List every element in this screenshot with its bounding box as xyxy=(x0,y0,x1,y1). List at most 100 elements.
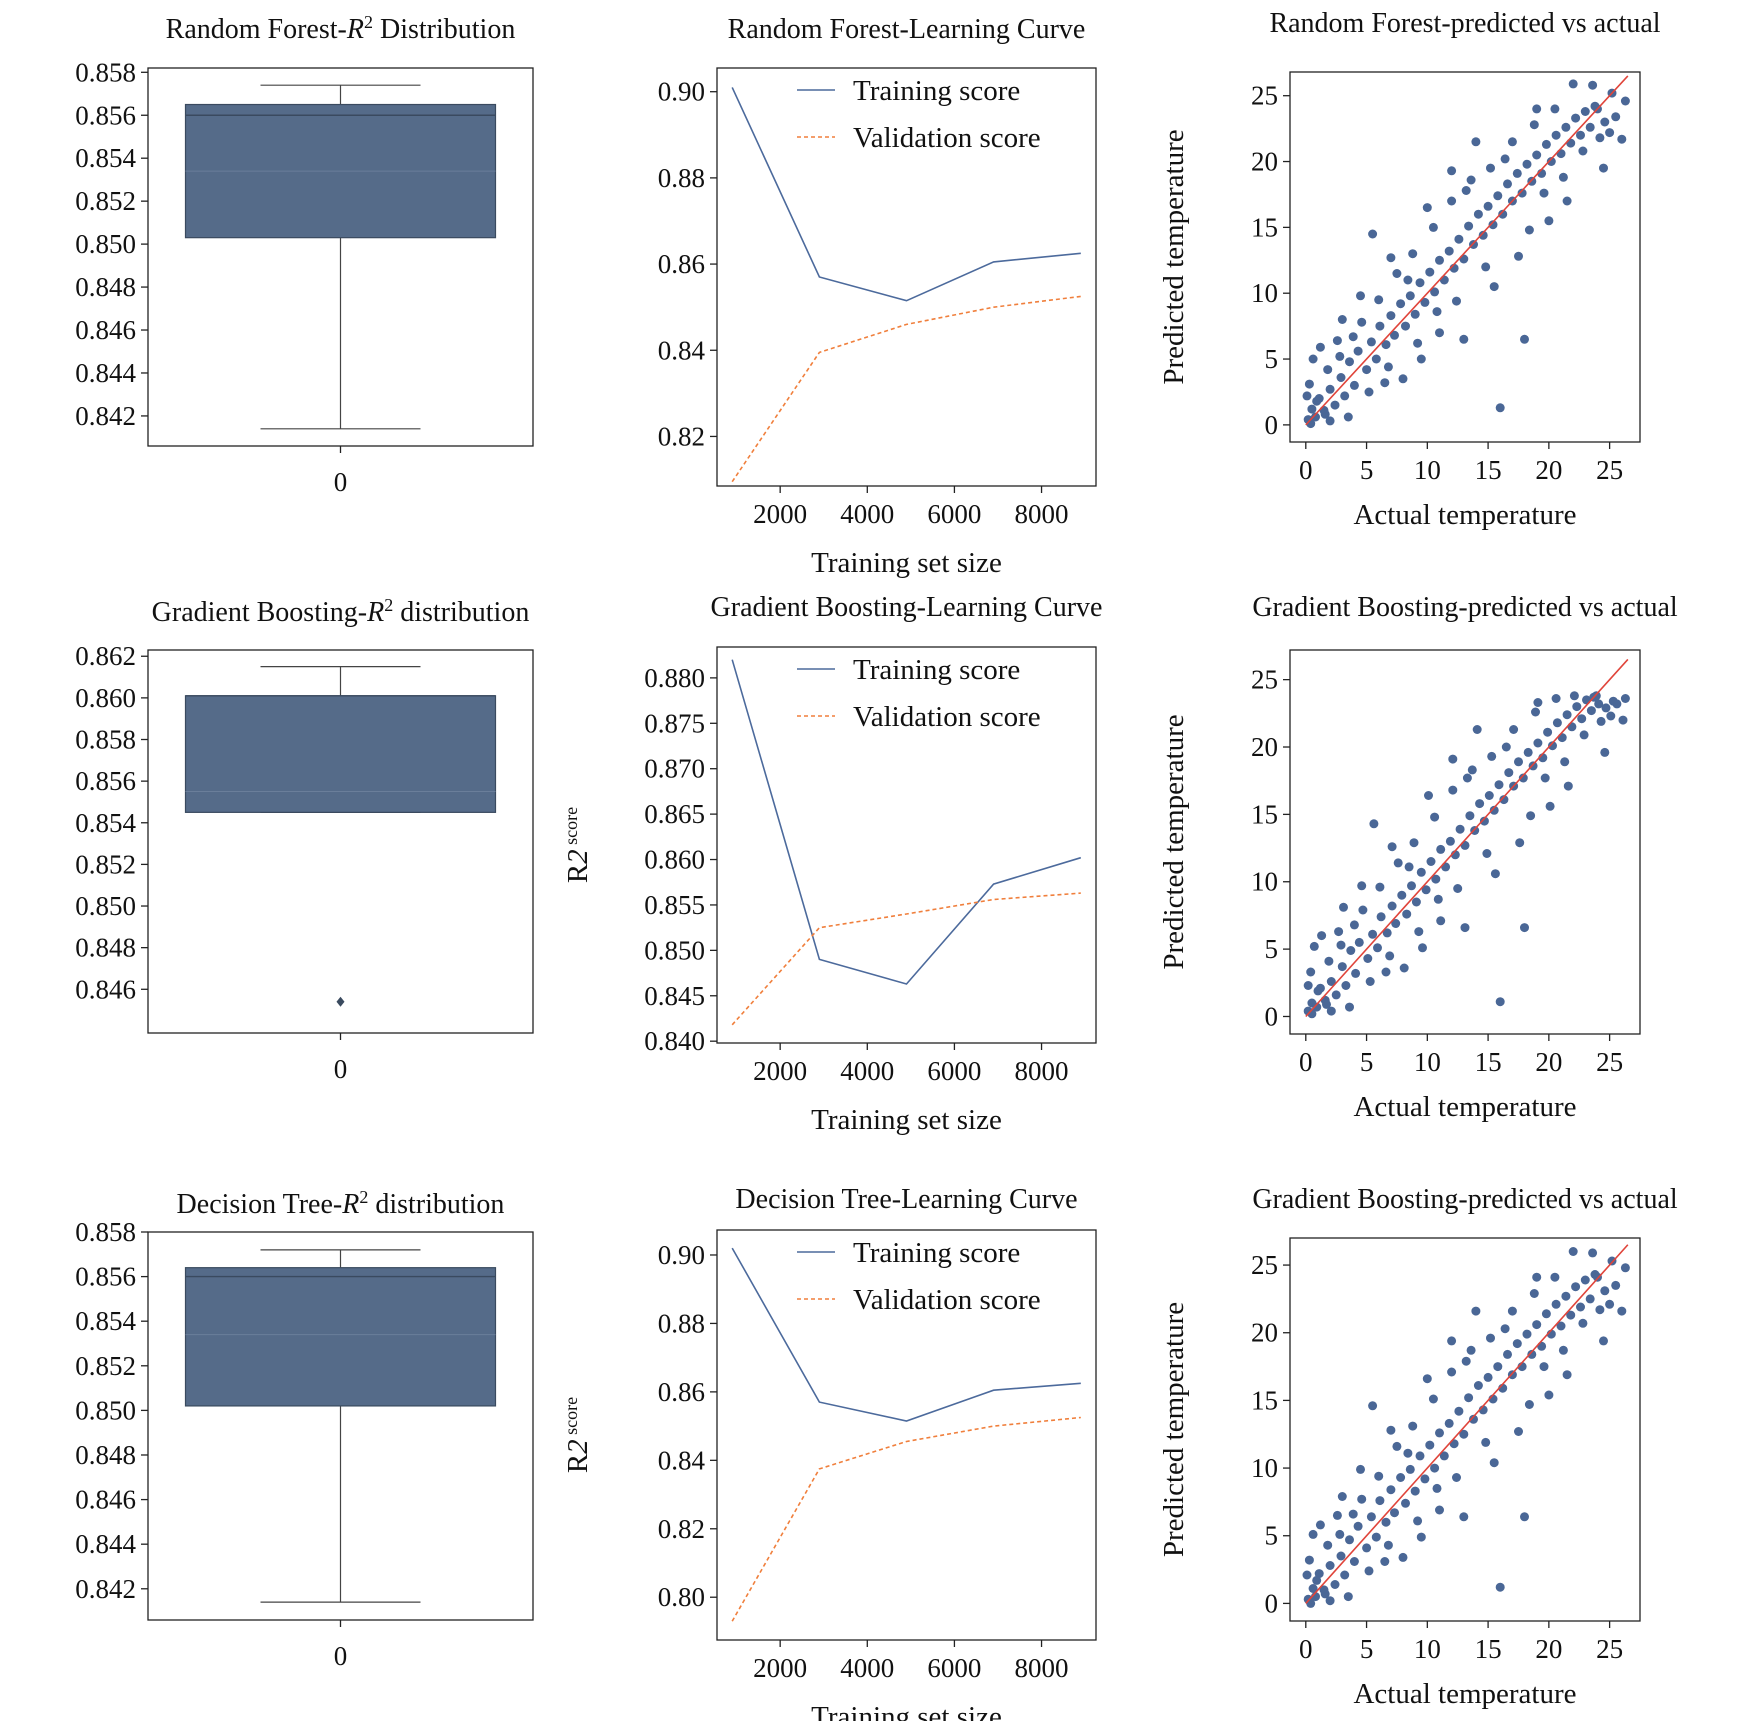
plot-frame xyxy=(716,646,1097,1044)
data-point xyxy=(1302,391,1312,401)
x-tick-label: 0 xyxy=(334,1054,348,1084)
data-point xyxy=(1366,337,1376,347)
y-tick-label: 5 xyxy=(1265,934,1279,964)
y-tick-label: 0.844 xyxy=(75,358,136,388)
data-point xyxy=(1422,1374,1432,1384)
data-point xyxy=(1452,1473,1461,1482)
x-tick-label: 15 xyxy=(1475,455,1502,485)
y-tick-label: 0.844 xyxy=(75,1529,136,1559)
x-tick-label: 25 xyxy=(1596,1047,1623,1077)
data-point xyxy=(1334,927,1344,937)
data-point xyxy=(1539,188,1549,198)
data-point xyxy=(1308,354,1318,364)
series-line-validation-score xyxy=(731,892,1081,1026)
data-point xyxy=(1335,351,1345,361)
data-point xyxy=(1358,905,1368,915)
data-point xyxy=(1343,412,1353,422)
data-point xyxy=(1349,1557,1359,1566)
data-point xyxy=(1383,362,1393,372)
data-point xyxy=(1413,338,1423,348)
data-point xyxy=(1560,757,1570,767)
x-tick-label: 20 xyxy=(1535,1047,1562,1077)
identity-line xyxy=(1305,1244,1629,1604)
data-point xyxy=(1421,885,1431,895)
y-tick-label: 0.86 xyxy=(658,249,705,279)
data-point xyxy=(1323,365,1333,375)
data-point xyxy=(1314,1569,1324,1579)
data-point xyxy=(1306,967,1316,977)
data-point xyxy=(1402,909,1412,919)
data-point xyxy=(1325,416,1335,426)
y-tick-label: 0.850 xyxy=(644,935,705,965)
data-point xyxy=(1568,1247,1578,1256)
data-point xyxy=(1500,1324,1510,1334)
data-point xyxy=(1618,715,1628,725)
data-point xyxy=(1436,844,1446,854)
plot-frame xyxy=(716,67,1097,487)
data-point xyxy=(1571,113,1581,123)
data-point xyxy=(1444,246,1454,256)
x-tick-label: 6000 xyxy=(927,499,981,529)
data-point xyxy=(1304,1555,1314,1565)
data-point xyxy=(1487,751,1497,761)
data-point xyxy=(1483,1372,1493,1382)
data-point xyxy=(1523,747,1533,757)
data-point xyxy=(1441,862,1451,872)
data-point xyxy=(1386,253,1396,263)
data-point xyxy=(1340,1570,1350,1580)
data-point xyxy=(1336,940,1346,950)
box-body xyxy=(184,1267,497,1407)
data-point xyxy=(1540,773,1550,783)
data-point xyxy=(1371,354,1381,364)
data-point xyxy=(1532,1320,1542,1330)
data-point xyxy=(1309,941,1319,951)
data-point xyxy=(1562,710,1572,720)
data-point xyxy=(1363,954,1373,963)
x-tick-label: 5 xyxy=(1360,455,1374,485)
chart-6-scatter: Gradient Boosting-predicted vs actual 0 5 1… xyxy=(1158,592,1678,1123)
y-tick-label: 0.854 xyxy=(75,808,136,838)
y-tick-label: 0.848 xyxy=(75,272,136,302)
scatter-points xyxy=(1303,691,1630,1019)
x-axis-label: Training set size xyxy=(811,547,1002,579)
chart-title: Random Forest-predicted vs actual xyxy=(1269,8,1660,39)
data-point xyxy=(1490,869,1500,879)
y-tick-label: 0.852 xyxy=(75,186,136,216)
legend-label: Training score xyxy=(853,654,1020,686)
data-point xyxy=(1330,400,1340,410)
data-point xyxy=(1308,1584,1318,1593)
y-tick-label: 15 xyxy=(1251,799,1278,829)
data-point xyxy=(1541,139,1551,149)
x-tick-label: 6000 xyxy=(927,1653,981,1683)
data-point xyxy=(1544,216,1554,226)
data-point xyxy=(1376,912,1386,922)
y-tick-label: 0.846 xyxy=(75,974,136,1004)
data-point xyxy=(1380,378,1390,388)
data-point xyxy=(1393,858,1403,868)
data-point xyxy=(1504,768,1514,778)
data-point xyxy=(1514,757,1523,767)
data-point xyxy=(1337,1492,1347,1501)
data-point xyxy=(1311,412,1320,422)
data-point xyxy=(1325,384,1335,394)
data-point xyxy=(1531,707,1540,717)
data-point xyxy=(1452,296,1461,306)
outlier-point xyxy=(336,996,345,1007)
data-point xyxy=(1345,1002,1354,1012)
data-point xyxy=(1340,391,1350,401)
data-point xyxy=(1410,1486,1420,1496)
x-tick-label: 0 xyxy=(334,467,348,497)
legend-label: Validation score xyxy=(853,701,1041,733)
x-tick-label: 15 xyxy=(1475,1047,1502,1077)
y-tick-label: 0 xyxy=(1265,1588,1279,1618)
data-point xyxy=(1550,1272,1560,1282)
data-point xyxy=(1512,168,1522,178)
x-tick-label: 0 xyxy=(1299,1047,1313,1077)
data-point xyxy=(1390,330,1399,340)
data-point xyxy=(1357,1494,1367,1504)
data-point xyxy=(1326,1006,1336,1016)
data-point xyxy=(1608,696,1618,706)
data-point xyxy=(1422,203,1432,213)
data-point xyxy=(1529,120,1539,130)
data-point xyxy=(1362,365,1372,375)
